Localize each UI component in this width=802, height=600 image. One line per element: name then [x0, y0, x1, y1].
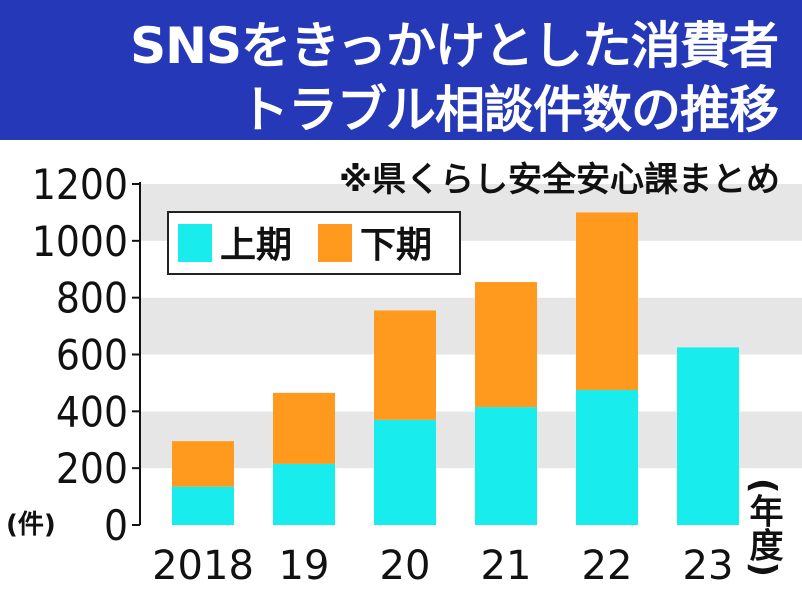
x-axis-unit-label: (年度)	[743, 478, 783, 578]
bar-second-half-2018	[172, 441, 234, 487]
y-axis-unit-label: (件)	[6, 510, 56, 540]
legend-label-second-half: 下期	[360, 225, 432, 266]
x-tick-label: 23	[683, 543, 734, 589]
y-tick-label: 400	[56, 387, 128, 436]
bar-second-half-19	[273, 392, 335, 464]
bar-first-half-23	[677, 347, 739, 525]
y-tick-label: 200	[56, 444, 128, 493]
bar-first-half-22	[576, 390, 638, 525]
x-tick-label: 21	[481, 543, 532, 589]
x-tick-label: 2018	[152, 543, 254, 589]
x-tick-label: 20	[380, 543, 431, 589]
legend-swatch-second-half	[318, 224, 352, 262]
chart-title-line-1: SNSをきっかけとした消費者	[130, 17, 779, 75]
source-note: ※県くらし安全安心課まとめ	[338, 160, 780, 200]
y-tick-label: 800	[56, 274, 128, 323]
bar-first-half-20	[374, 419, 436, 525]
chart-title-line-2: トラブル相談件数の推移	[239, 81, 779, 139]
grid-band	[140, 297, 802, 355]
y-tick-label: 1200	[32, 160, 128, 209]
title-banner: SNSをきっかけとした消費者 トラブル相談件数の推移	[0, 0, 802, 140]
y-tick-label: 600	[56, 331, 128, 380]
legend-label-first-half: 上期	[220, 225, 292, 266]
x-tick-label: 22	[582, 543, 633, 589]
bar-second-half-20	[374, 310, 436, 420]
bar-second-half-22	[576, 212, 638, 391]
y-tick-label: 1000	[32, 217, 128, 266]
y-tick-label: 0	[104, 501, 128, 550]
legend-swatch-first-half	[178, 224, 212, 262]
bar-first-half-2018	[172, 486, 234, 525]
bar-first-half-21	[475, 407, 537, 525]
bar-first-half-19	[273, 463, 335, 525]
bar-second-half-21	[475, 282, 537, 408]
x-tick-label: 19	[279, 543, 330, 589]
legend-box	[167, 211, 461, 275]
